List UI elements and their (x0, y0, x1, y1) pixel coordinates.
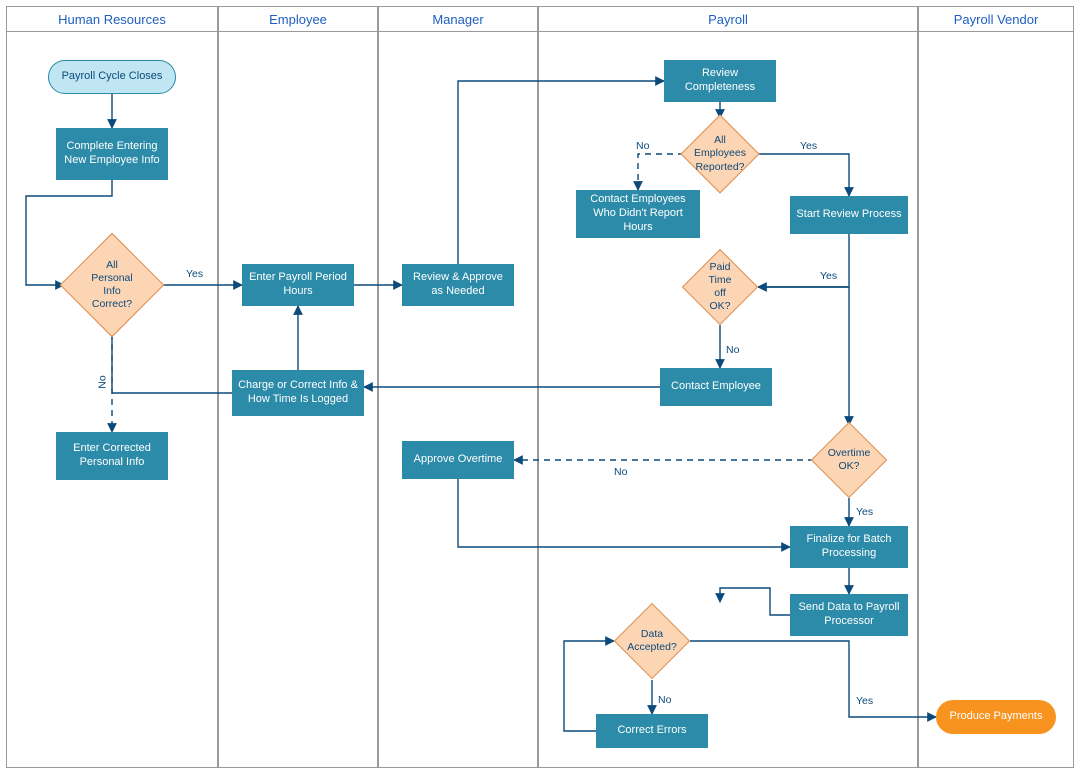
node-n15: Finalize for Batch Processing (790, 526, 908, 568)
node-n12: Paid Time off OK? (693, 260, 747, 314)
lane-header-hr: Human Resources (6, 6, 218, 32)
node-n8: Review Completeness (664, 60, 776, 102)
lane-body-mgr (378, 32, 538, 768)
node-n11: Start Review Process (790, 196, 908, 234)
flowchart-canvas: Human ResourcesEmployeeManagerPayrollPay… (0, 0, 1080, 774)
edge-label: Yes (800, 140, 817, 152)
node-n21: Charge or Correct Info & How Time Is Log… (232, 370, 364, 416)
lane-header-mgr: Manager (378, 6, 538, 32)
node-n16: Send Data to Payroll Processor (790, 594, 908, 636)
edge-label: Yes (856, 695, 873, 707)
node-n3: All Personal Info Correct? (75, 248, 149, 322)
edge-label: Yes (856, 506, 873, 518)
edge-label: No (658, 694, 671, 706)
lane-body-ven (918, 32, 1074, 768)
edge-label: No (636, 140, 649, 152)
node-n18: Correct Errors (596, 714, 708, 748)
node-n19: Produce Payments (936, 700, 1056, 734)
node-n2: Complete Entering New Employee Info (56, 128, 168, 180)
lane-header-ven: Payroll Vendor (918, 6, 1074, 32)
node-n1: Payroll Cycle Closes (48, 60, 176, 94)
node-n14: Overtime OK? (822, 433, 876, 487)
lane-header-pay: Payroll (538, 6, 918, 32)
node-n6: Review & Approve as Needed (402, 264, 514, 306)
edge-label: No (726, 344, 739, 356)
node-n10: Contact Employees Who Didn't Report Hour… (576, 190, 700, 238)
node-n5: Enter Payroll Period Hours (242, 264, 354, 306)
edge-label: No (614, 466, 627, 478)
node-n13: Contact Employee (660, 368, 772, 406)
edge-label: Yes (186, 268, 203, 280)
lane-header-emp: Employee (218, 6, 378, 32)
edge-label: No (97, 375, 109, 388)
node-n4: Enter Corrected Personal Info (56, 432, 168, 480)
edge-label: Yes (820, 270, 837, 282)
node-n17: Data Accepted? (625, 614, 679, 668)
node-n9: All Employees Reported? (692, 126, 748, 182)
node-n7: Approve Overtime (402, 441, 514, 479)
